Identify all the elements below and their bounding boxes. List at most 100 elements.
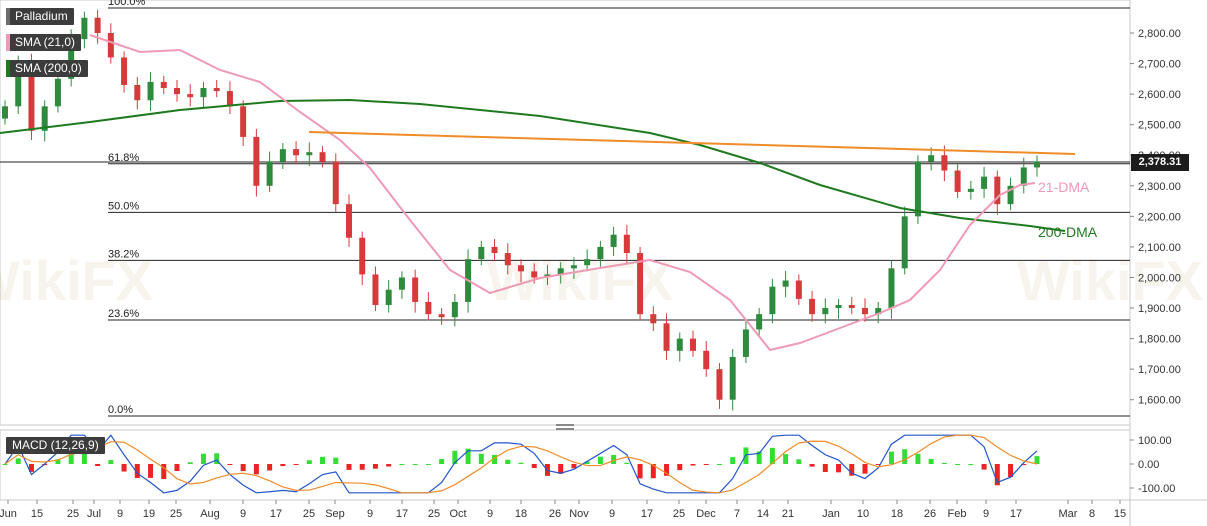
y-tick-label: 2,600.00 — [1138, 89, 1181, 101]
candle-body — [597, 246, 604, 260]
legend-palladium[interactable]: Palladium — [6, 8, 74, 25]
x-tick-label: 25 — [428, 508, 440, 520]
candle-body — [306, 152, 313, 156]
candle-body — [213, 88, 220, 92]
x-tick-label: Dec — [696, 508, 716, 520]
macd-hist-bar — [320, 456, 326, 464]
macd-y-tick-label: 0.00 — [1138, 459, 1159, 471]
y-tick-label: 2,100.00 — [1138, 242, 1181, 254]
candle-body — [1020, 167, 1027, 186]
macd-hist-bar — [399, 464, 405, 465]
y-tick-label: 2,800.00 — [1138, 28, 1181, 40]
macd-hist-bar — [1034, 456, 1040, 464]
macd-y-tick-label: -100.00 — [1138, 483, 1175, 495]
macd-hist-bar — [253, 464, 259, 475]
macd-hist-bar — [68, 452, 74, 464]
candle-body — [584, 259, 591, 266]
x-tick-label: 18 — [515, 508, 527, 520]
macd-hist-bar — [531, 464, 537, 468]
macd-hist-bar — [1021, 464, 1027, 466]
candle-body — [703, 350, 710, 370]
x-tick-label: Aug — [200, 508, 220, 520]
macd-hist-bar — [730, 457, 736, 464]
macd-hist-bar — [2, 464, 8, 465]
macd-hist-bar — [452, 450, 458, 464]
annotation-200dma: 200-DMA — [1038, 224, 1098, 240]
x-tick-label: 17 — [1010, 508, 1022, 520]
macd-hist-bar — [690, 464, 696, 466]
candle-body — [663, 323, 670, 351]
candle-body — [822, 308, 829, 315]
macd-hist-bar — [928, 458, 934, 464]
macd-plot-frame — [0, 429, 1131, 501]
macd-hist-bar — [716, 464, 722, 465]
macd-y-tick-label: 100.00 — [1138, 435, 1172, 447]
macd-hist-bar — [637, 464, 643, 479]
y-tick-label: 1,600.00 — [1138, 395, 1181, 407]
candle-body — [15, 63, 22, 107]
x-tick-label: 26 — [549, 508, 561, 520]
legend-palladium-label: Palladium — [15, 9, 68, 23]
candle-body — [756, 314, 763, 330]
candle-body — [54, 78, 61, 107]
macd-hist-bar — [28, 464, 34, 472]
x-tick-label: 15 — [1114, 508, 1126, 520]
pane-divider-handle — [556, 424, 574, 426]
fib-level-label: 50.0% — [108, 200, 139, 212]
macd-hist-bar — [822, 464, 828, 473]
macd-hist-bar — [148, 464, 154, 478]
x-tick-label: 17 — [641, 508, 653, 520]
macd-hist-bar — [836, 464, 842, 473]
candle-body — [200, 88, 207, 98]
candle-body — [504, 253, 511, 266]
candle-body — [240, 106, 247, 137]
legend-macd[interactable]: MACD (12,26,9) — [6, 437, 105, 454]
macd-hist-bar — [650, 464, 656, 479]
macd-hist-bar — [55, 459, 61, 464]
macd-hist-bar — [968, 464, 974, 465]
y-tick-label: 2,000.00 — [1138, 272, 1181, 284]
legend-swatch — [6, 8, 10, 25]
macd-hist-bar — [492, 454, 498, 464]
x-tick-label: 25 — [673, 508, 685, 520]
candle-body — [425, 301, 432, 315]
watermark-text: WikiFX — [0, 249, 153, 312]
candle-body — [716, 369, 723, 400]
macd-hist-bar — [439, 459, 445, 464]
candle-body — [346, 204, 352, 238]
macd-hist-bar — [941, 462, 947, 464]
x-tick-label: 9 — [609, 508, 615, 520]
macd-hist-bar — [505, 459, 511, 464]
macd-hist-bar — [386, 464, 392, 467]
macd-hist-bar — [134, 464, 140, 479]
candle-body — [160, 81, 167, 89]
x-tick-label: 7 — [734, 508, 740, 520]
candle-body — [478, 246, 485, 260]
macd-hist-bar — [994, 464, 1000, 486]
macd-hist-bar — [955, 464, 961, 465]
x-tick-label: 17 — [270, 508, 282, 520]
legend-swatch-sma200 — [6, 60, 10, 77]
macd-hist-bar — [465, 448, 471, 464]
candle-body — [68, 39, 75, 79]
candle-body — [107, 33, 114, 58]
x-tick-label: 9 — [367, 508, 373, 520]
legend-sma21[interactable]: SMA (21,0) — [6, 34, 82, 51]
macd-hist-bar — [624, 462, 630, 464]
macd-hist-bar — [518, 462, 524, 464]
x-tick-label: Jun — [0, 508, 17, 520]
fib-level-label: 61.8% — [108, 152, 139, 164]
candle-body — [121, 57, 128, 85]
x-tick-label: 19 — [143, 508, 155, 520]
macd-hist-bar — [346, 464, 352, 470]
candle-body — [279, 149, 286, 162]
candle-body — [372, 274, 379, 305]
x-tick-label: Feb — [948, 508, 967, 520]
x-tick-label: 15 — [31, 508, 43, 520]
legend-sma200[interactable]: SMA (200,0) — [6, 60, 88, 77]
y-tick-label: 1,700.00 — [1138, 364, 1181, 376]
candle-body — [187, 94, 194, 98]
macd-hist-bar — [783, 454, 789, 464]
candle-body — [954, 170, 961, 192]
